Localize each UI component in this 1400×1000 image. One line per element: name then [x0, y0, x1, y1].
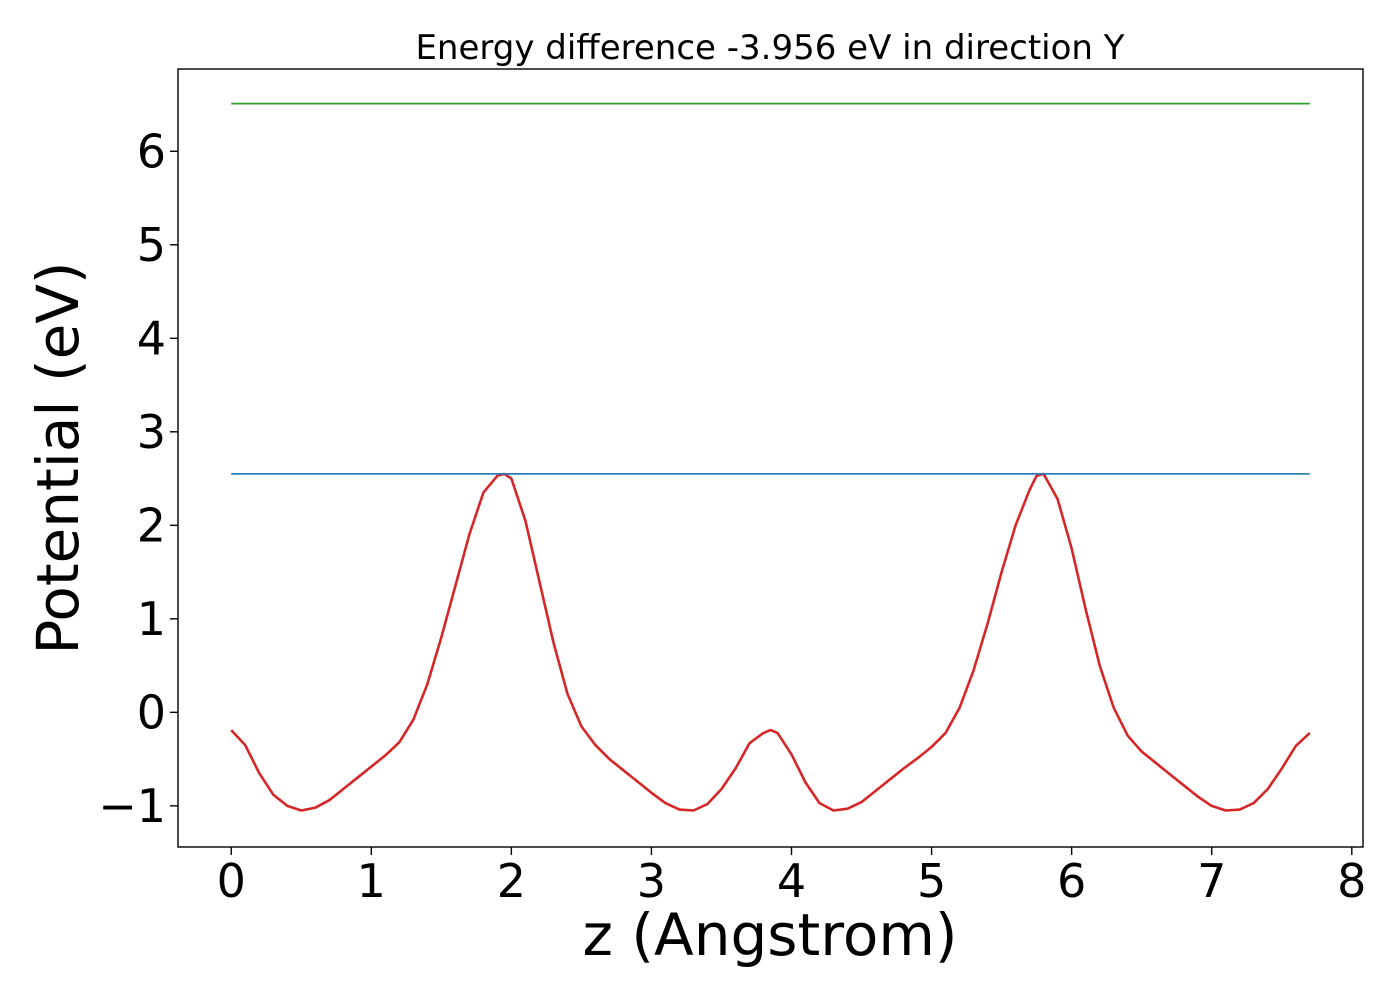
plot-frame — [177, 68, 1364, 848]
x-tick-label: 1 — [357, 854, 386, 908]
y-axis-label: Potential (eV) — [24, 261, 92, 654]
plot-series — [230, 102, 1311, 812]
x-axis-label: z (Angstrom) — [583, 901, 958, 969]
x-tick-label: 7 — [1197, 854, 1226, 908]
x-tick-label: 5 — [917, 854, 946, 908]
y-tick-label: 5 — [137, 218, 166, 272]
y-tick-label: 0 — [137, 685, 166, 739]
x-tick-label: 4 — [777, 854, 806, 908]
x-tick-label: 8 — [1337, 854, 1366, 908]
x-tick-label: 2 — [497, 854, 526, 908]
series-line-1 — [230, 472, 1311, 812]
y-axis-ticks: −1 0 1 2 3 4 5 6 — [98, 124, 178, 833]
y-tick-label: −1 — [98, 779, 166, 833]
y-tick-label: 4 — [137, 311, 166, 365]
x-axis-ticks: 0 1 2 3 4 5 6 7 8 — [217, 847, 1366, 908]
y-tick-label: 1 — [137, 592, 166, 646]
x-tick-label: 6 — [1057, 854, 1086, 908]
chart-title: Energy difference -3.956 eV in direction… — [415, 28, 1124, 68]
x-tick-label: 3 — [637, 854, 666, 908]
y-tick-label: 2 — [137, 498, 166, 552]
x-tick-label: 0 — [217, 854, 246, 908]
y-tick-label: 3 — [137, 405, 166, 459]
y-tick-label: 6 — [137, 124, 166, 178]
